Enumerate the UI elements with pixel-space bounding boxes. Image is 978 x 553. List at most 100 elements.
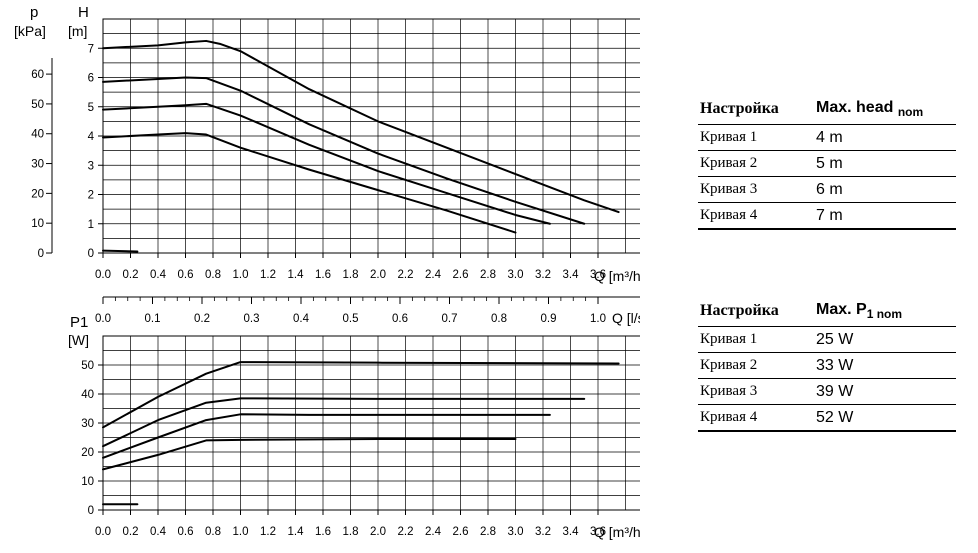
power-x-tick-label: 1.6 [315, 526, 331, 538]
flow-ls-tick-label: 0.3 [244, 313, 260, 325]
power-x-tick-label: 0.6 [178, 526, 194, 538]
power-x-tick-label: 0.2 [123, 526, 139, 538]
flow-ls-tick-label: 0.7 [442, 313, 458, 325]
power-curve-3 [102, 397, 586, 448]
power-y-tick-label: 20 [81, 447, 94, 459]
pressure-y-tick-label: 60 [31, 69, 44, 81]
head-y-tick-label: 5 [88, 102, 94, 114]
flow-ls-tick-label: 0.2 [194, 313, 210, 325]
head-x-tick-label: 2.4 [425, 269, 442, 281]
head-x-tick-label: 0.0 [95, 269, 111, 281]
table-header-row: Настройка Max. head nom [698, 94, 956, 125]
power-chart: 0.0 0.2 0.4 0.6 0.8 1.0 1.2 1.4 1.6 1.8 2.0 2.2 2.4 2… [68, 314, 640, 540]
curve-value: 52 W [812, 404, 956, 432]
curve-label: Кривая 3 [698, 378, 812, 405]
curve-value: 7 m [812, 202, 956, 230]
power-x-tick-label: 3.6 [590, 526, 606, 538]
power-x-tick-label: 1.8 [343, 526, 359, 538]
power-x-tick-label: 1.4 [288, 526, 305, 538]
head-x-tick-label: 2.6 [453, 269, 469, 281]
power-chart-axes: 0.0 0.2 0.4 0.6 0.8 1.0 1.2 1.4 1.6 1.8 2.0 2.2 2.4 2… [81, 335, 640, 538]
curve-value: 4 m [812, 124, 956, 151]
max-power-header-sub: 1 nom [866, 307, 903, 322]
flow-ls-axis-label: Q [l/s] [612, 310, 640, 326]
pressure-y-tick-label: 40 [31, 129, 44, 141]
power-x-tick-label: 2.8 [480, 526, 496, 538]
power-y-tick-label: 50 [81, 360, 94, 372]
curve-value: 39 W [812, 378, 956, 405]
max-power-table: Настройка Max. P1 nom Кривая 1 25 W Крива… [698, 296, 956, 432]
power-x-tick-label: 0.0 [95, 526, 111, 538]
head-y-tick-label: 0 [88, 248, 94, 260]
power-x-tick-label: 3.4 [563, 526, 580, 538]
head-curve-1 [102, 132, 517, 234]
head-x-tick-label: 1.2 [260, 269, 276, 281]
power-x-tick-label: 3.0 [508, 526, 524, 538]
head-x-tick-label: 2.0 [370, 269, 386, 281]
power-x-tick-label: 2.6 [453, 526, 469, 538]
curve-value: 5 m [812, 150, 956, 177]
pressure-y-tick-label: 30 [31, 159, 44, 171]
power-y-tick-label: 0 [88, 505, 94, 517]
power-x-tick-label: 2.2 [398, 526, 414, 538]
power-y-tick-label: 30 [81, 418, 94, 430]
power-x-tick-label: 0.4 [150, 526, 167, 538]
curve-label: Кривая 2 [698, 150, 812, 177]
head-chart-grid [102, 18, 640, 254]
head-curve-4 [102, 39, 620, 214]
table-row: Кривая 3 39 W [698, 378, 956, 405]
curve-label: Кривая 1 [698, 124, 812, 151]
flow-ls-tick-label: 0.8 [491, 313, 507, 325]
head-x-tick-label: 0.4 [150, 269, 167, 281]
pressure-y-tick-label: 0 [38, 248, 44, 260]
curve-label: Кривая 4 [698, 404, 812, 432]
head-y-tick-label: 3 [88, 160, 94, 172]
power-x-tick-label: 1.2 [260, 526, 276, 538]
flow-ls-tick-label: 0.6 [392, 313, 408, 325]
head-x-axis-label: Q [m³/h] [594, 268, 640, 284]
flow-ls-tick-label: 0.5 [343, 313, 359, 325]
max-head-header-main: Max. head [816, 98, 894, 116]
flow-ls-tick-label: 0.9 [541, 313, 557, 325]
head-x-tick-label: 3.6 [590, 269, 606, 281]
head-x-tick-label: 2.2 [398, 269, 414, 281]
head-curve-3 [102, 76, 586, 225]
head-y-tick-label: 7 [88, 43, 94, 55]
curve-value: 25 W [812, 326, 956, 353]
setting-header: Настройка [698, 94, 812, 125]
head-x-tick-label: 3.4 [563, 269, 580, 281]
power-x-tick-label: 1.0 [233, 526, 249, 538]
max-head-header-sub: nom [897, 105, 924, 120]
head-x-tick-label: 3.0 [508, 269, 524, 281]
head-axis-unit: [m] [68, 23, 87, 39]
head-y-tick-label: 2 [88, 190, 94, 202]
head-chart-series [102, 39, 620, 253]
head-x-tick-label: 0.6 [178, 269, 194, 281]
head-chart-axes: 0.0 0.2 0.4 0.6 0.8 1.0 1.2 1.4 1.6 1.8 2.0 2.2 2.4 2… [31, 18, 640, 281]
curve-label: Кривая 2 [698, 352, 812, 379]
head-chart: 0.0 0.2 0.4 0.6 0.8 1.0 1.2 1.4 1.6 1.8 2.0 2.2 2.4 2… [14, 4, 640, 284]
head-x-tick-label: 1.6 [315, 269, 331, 281]
power-curve-2 [102, 413, 551, 459]
head-curve-2 [102, 102, 551, 225]
head-x-tick-label: 3.2 [535, 269, 551, 281]
head-x-tick-label: 1.0 [233, 269, 249, 281]
flow-ls-tick-label: 0.0 [95, 313, 111, 325]
curve-label: Кривая 1 [698, 326, 812, 353]
flow-ls-axis: Q [l/s] 0.0 0.1 0.2 0.3 0.4 0.5 0.6 0.7 0.8 0.9 1.… [95, 296, 640, 326]
head-x-tick-label: 0.8 [205, 269, 221, 281]
power-x-tick-label: 3.2 [535, 526, 551, 538]
power-y-tick-label: 10 [81, 476, 94, 488]
setting-header: Настройка [698, 296, 812, 327]
power-x-tick-label: 2.4 [425, 526, 442, 538]
power-axis-label: P1 [70, 314, 88, 331]
power-curve-1 [102, 437, 517, 471]
head-y-tick-label: 4 [88, 131, 95, 143]
pressure-y-tick-label: 50 [31, 99, 44, 111]
head-axis-label: H [78, 4, 89, 21]
power-x-axis-label: Q [m³/h] [594, 524, 640, 540]
power-axis-unit: [W] [68, 332, 89, 348]
